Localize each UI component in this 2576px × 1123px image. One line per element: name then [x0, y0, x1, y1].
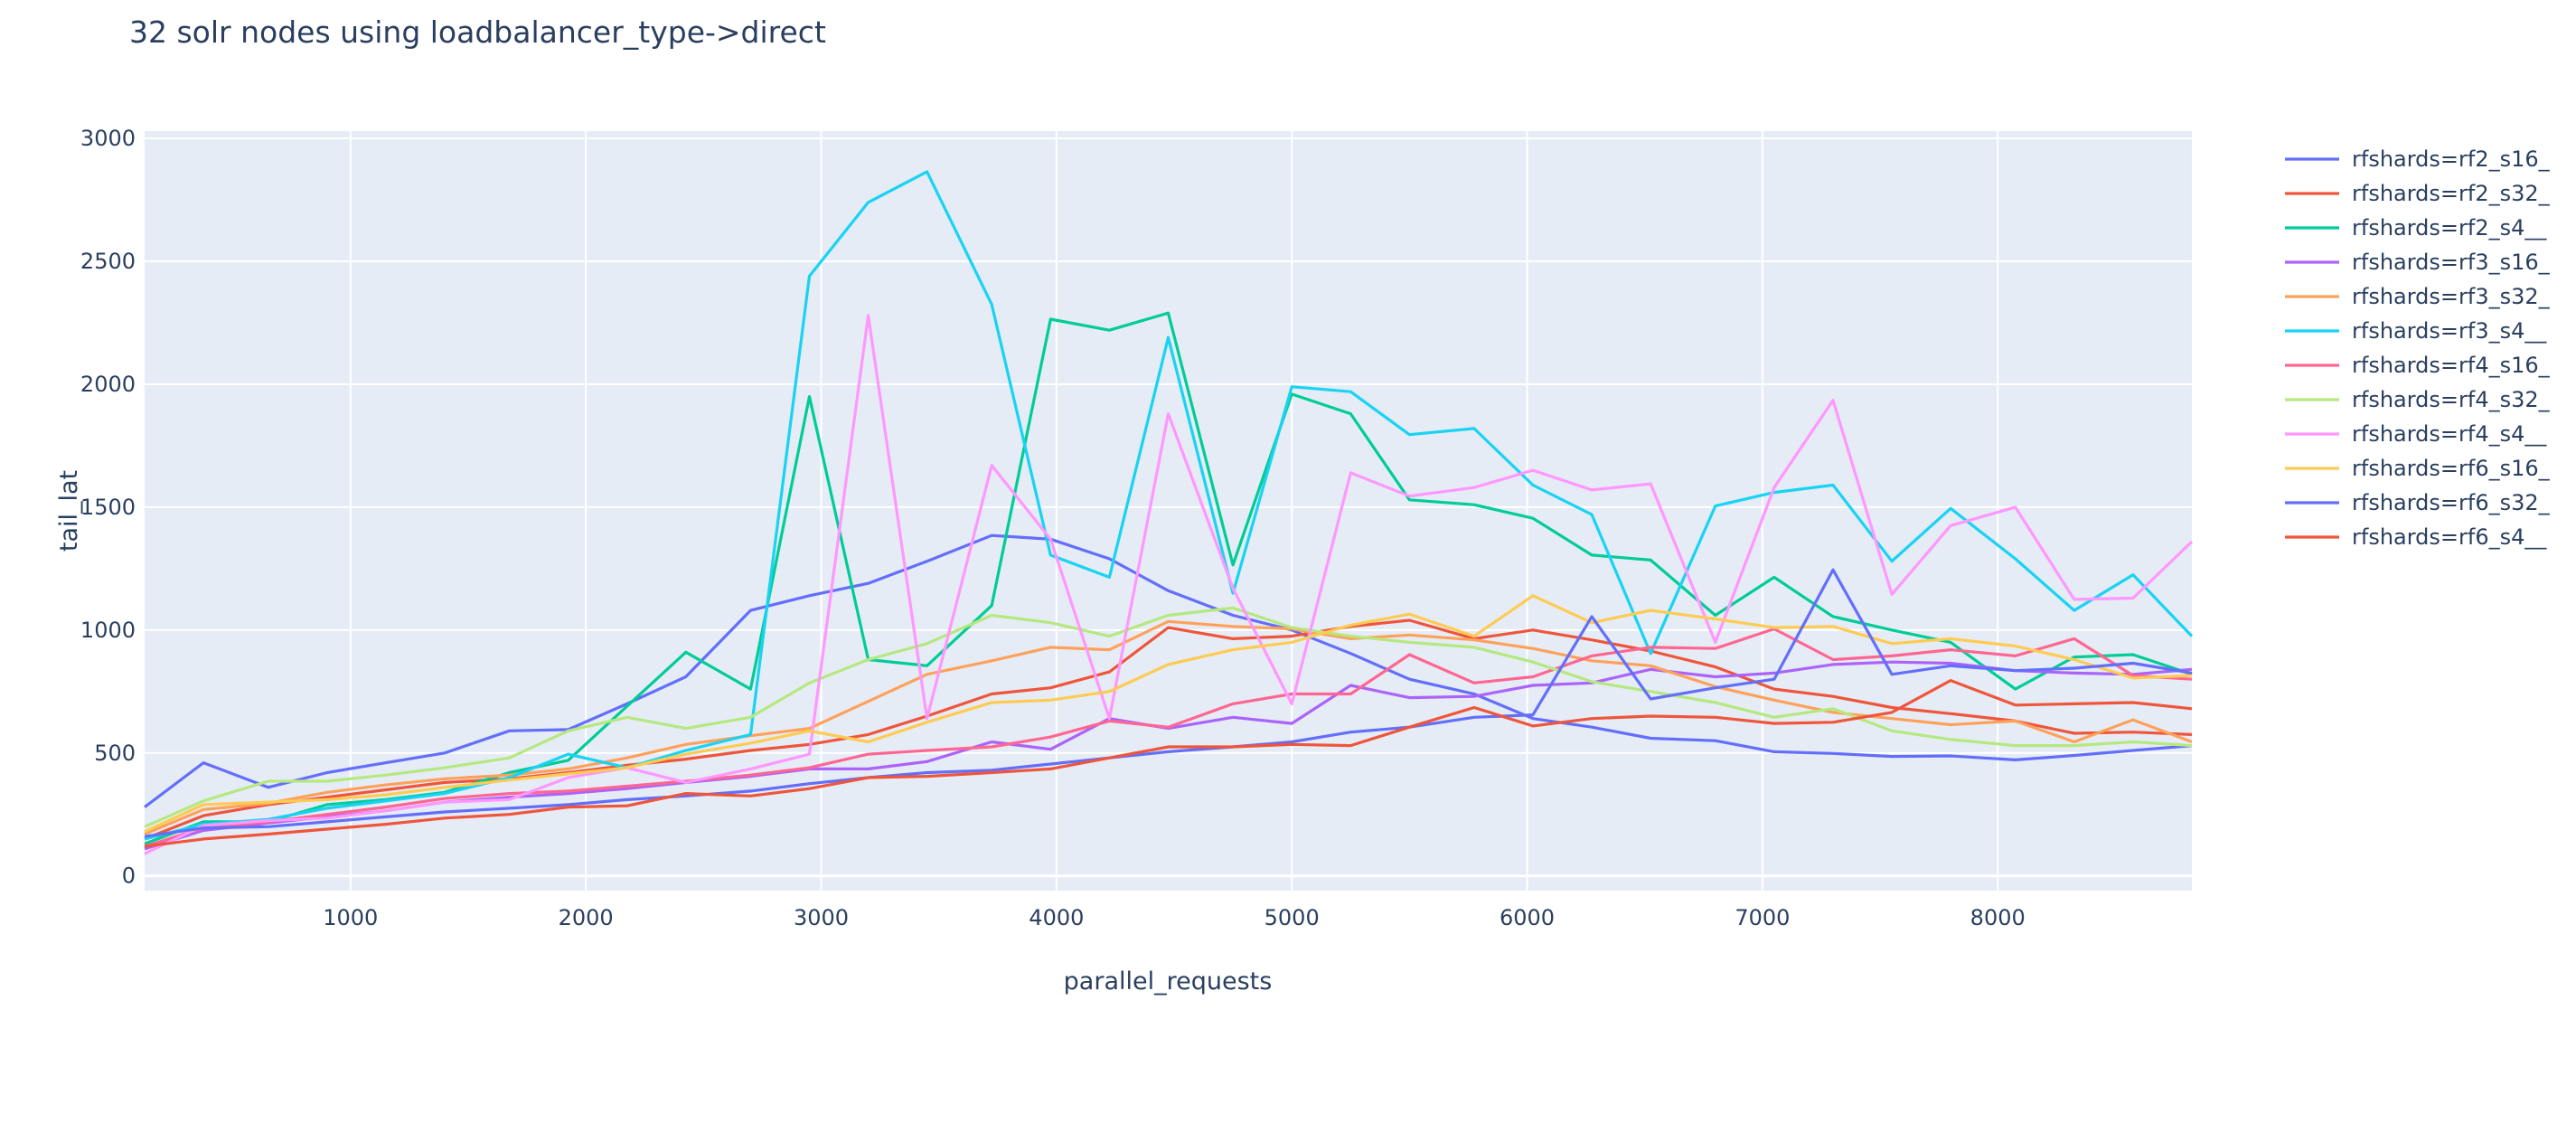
- legend-entry: rfshards=rf6_s16_: [2352, 456, 2551, 481]
- plot-area: [145, 131, 2192, 891]
- x-tick-label: 8000: [1970, 905, 2026, 930]
- legend-entry: rfshards=rf4_s4__: [2352, 421, 2547, 447]
- x-tick-label: 6000: [1500, 905, 1555, 930]
- legend-entry: rfshards=rf6_s32_: [2352, 490, 2551, 515]
- series-lines: [144, 170, 2194, 855]
- legend-entry: rfshards=rf2_s16_: [2352, 146, 2551, 172]
- y-tick-label: 0: [122, 863, 136, 889]
- x-axis-ticks: 1000 2000 3000 4000 5000 6000 7000 8000: [323, 905, 2025, 930]
- legend-entry: rfshards=rf3_s32_: [2352, 284, 2551, 309]
- x-tick-label: 3000: [794, 905, 849, 930]
- x-tick-label: 4000: [1029, 905, 1084, 930]
- series-line-rfshards-rf6-s4: [144, 678, 2193, 848]
- y-tick-label: 2000: [80, 372, 136, 397]
- x-tick-label: 1000: [323, 905, 378, 930]
- legend-entry: rfshards=rf4_s32_: [2352, 387, 2551, 412]
- series-line-rfshards-rf2-s16: [144, 533, 2193, 808]
- y-tick-label: 3000: [80, 126, 136, 151]
- series-line-rfshards-rf2-s4: [144, 311, 2193, 845]
- series-line-rfshards-rf4-s4: [144, 314, 2194, 855]
- series-line-rfshards-rf6-s32: [144, 568, 2193, 838]
- x-tick-label: 2000: [559, 905, 614, 930]
- chart-title: 32 solr nodes using loadbalancer_type->d…: [129, 14, 826, 50]
- series-line-rfshards-rf4-s16: [144, 627, 2193, 848]
- y-tick-label: 1500: [80, 495, 136, 520]
- y-axis-title: tail_lat: [55, 470, 83, 552]
- y-tick-label: 2500: [80, 249, 136, 274]
- legend-entry: rfshards=rf3_s4__: [2352, 318, 2547, 344]
- legend-entry: rfshards=rf4_s16_: [2352, 353, 2551, 378]
- x-tick-label: 7000: [1735, 905, 1790, 930]
- legend-entry: rfshards=rf2_s4__: [2352, 215, 2547, 241]
- series-line-rfshards-rf3-s32: [144, 619, 2193, 835]
- legend: rfshards=rf2_s16_ rfshards=rf2_s32_rfshar…: [2285, 146, 2551, 550]
- series-line-rfshards-rf4-s32: [144, 606, 2193, 828]
- y-axis-ticks: 0 500 1000 1500 2000 2500 3000: [80, 126, 136, 889]
- legend-entry: rfshards=rf2_s32_: [2352, 181, 2551, 206]
- legend-entry: rfshards=rf3_s16_: [2352, 250, 2551, 275]
- legend-entry: rfshards=rf6_s4__: [2352, 524, 2547, 550]
- x-axis-title: parallel_requests: [1064, 967, 1273, 996]
- y-tick-label: 500: [94, 741, 136, 766]
- series-line-rfshards-rf6-s16: [144, 594, 2193, 834]
- x-tick-label: 5000: [1264, 905, 1320, 930]
- y-tick-label: 1000: [80, 618, 136, 643]
